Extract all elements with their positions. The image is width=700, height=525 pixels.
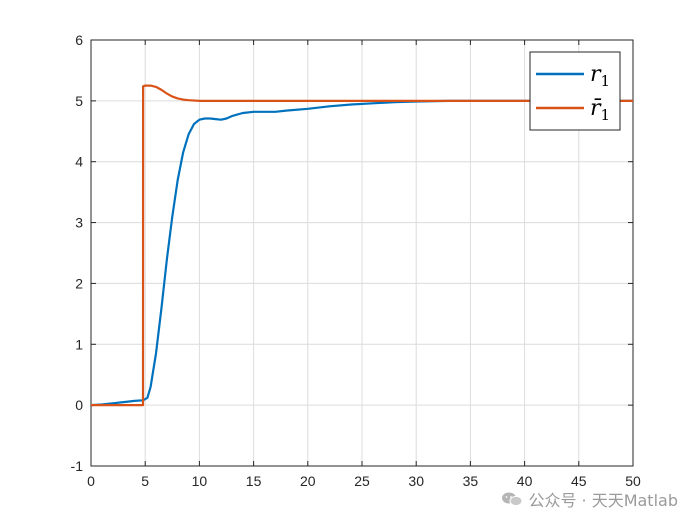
x-tick-label: 35 (463, 473, 479, 489)
x-tick-label: 15 (246, 473, 262, 489)
legend-box (529, 51, 621, 131)
x-tick-label: 0 (87, 473, 95, 489)
x-tick-label: 20 (300, 473, 316, 489)
x-tick-label: 40 (517, 473, 533, 489)
y-tick-label: 3 (75, 215, 83, 231)
y-tick-label: 2 (75, 275, 83, 291)
y-tick-label: 6 (75, 32, 83, 48)
y-tick-label: 0 (75, 397, 83, 413)
x-tick-label: 25 (354, 473, 370, 489)
x-tick-label: 5 (141, 473, 149, 489)
y-tick-label: 1 (75, 336, 83, 352)
series-lines (90, 84, 633, 407)
watermark: 公众号 · 天天Matlab (501, 487, 678, 511)
legend: r1r̄1 (529, 51, 621, 131)
y-tick-label: 5 (75, 93, 83, 109)
y-tick-label: 4 (75, 154, 83, 170)
y-tick-label: -1 (71, 458, 84, 474)
series-line-1 (90, 99, 633, 407)
wechat-icon (502, 492, 523, 507)
watermark-text: 公众号 · 天天Matlab (528, 491, 678, 510)
x-tick-label: 30 (408, 473, 424, 489)
series-line-2 (91, 84, 633, 407)
x-tick-label: 45 (571, 473, 587, 489)
x-tick-label: 10 (192, 473, 208, 489)
x-tick-label: 50 (625, 473, 641, 489)
